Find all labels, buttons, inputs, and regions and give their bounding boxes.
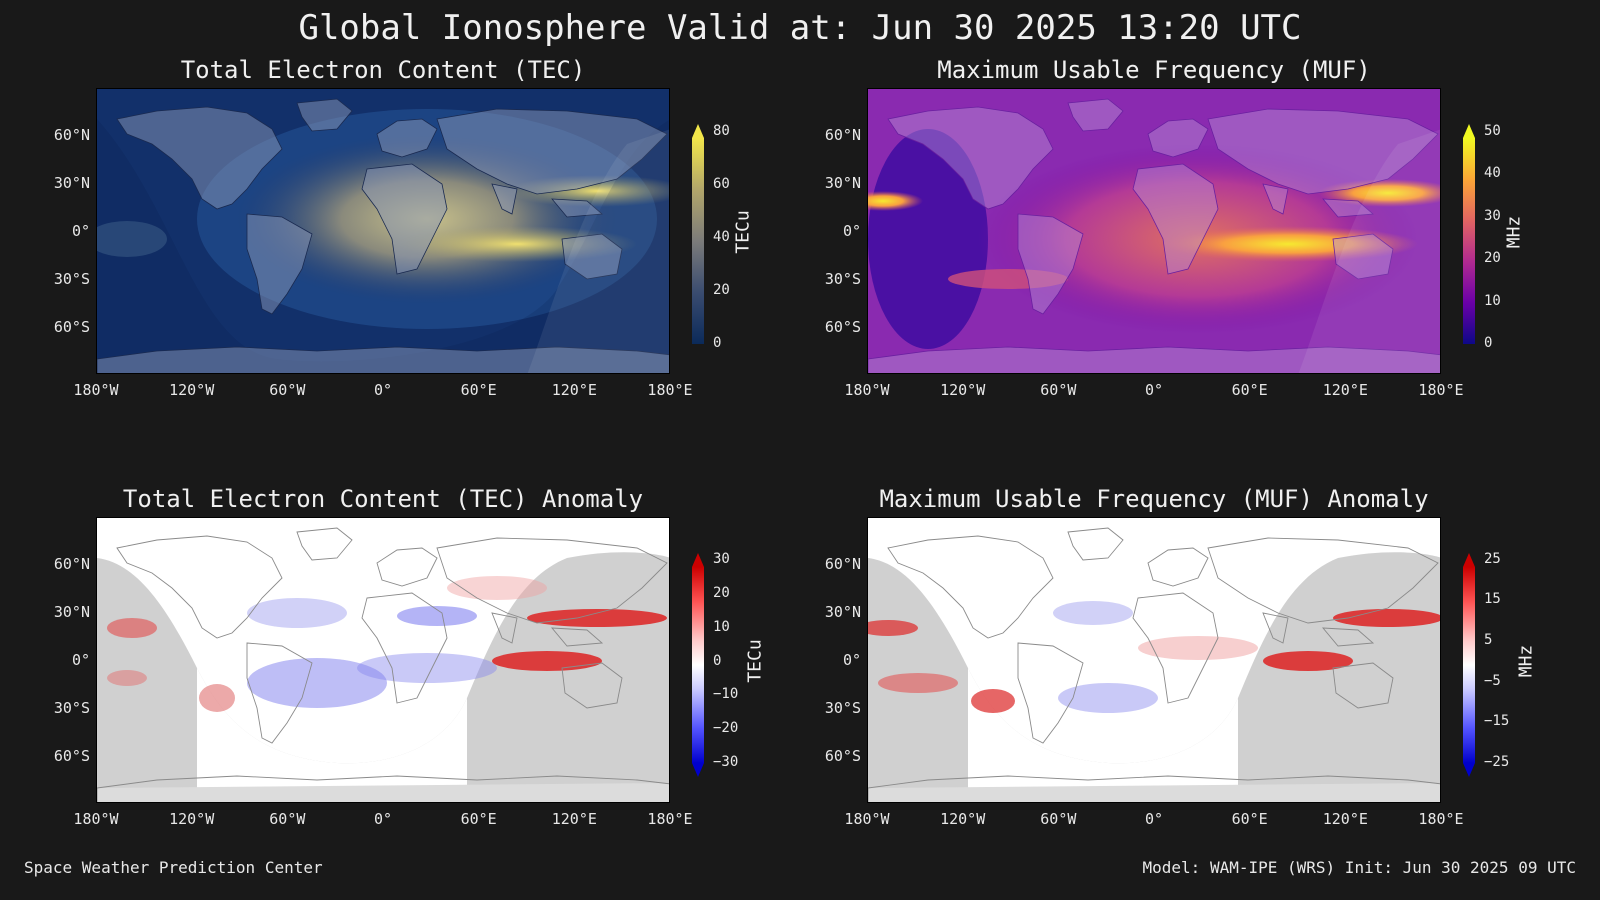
colorbar-tec-anomaly-label: TECu [744,639,766,683]
colorbar-tec [692,124,704,344]
colorbar-tec-tick: 20 [713,282,730,298]
x-tick-label: 0° [1144,381,1164,399]
colorbar-tec-tick: 40 [713,229,730,245]
x-tick-label: 0° [373,381,393,399]
y-tick-label: 30°N [53,603,90,621]
x-tick-label: 0° [1144,810,1164,828]
colorbar-muf-tick: 50 [1484,123,1501,139]
panel-title-tec-anomaly: Total Electron Content (TEC) Anomaly [122,485,644,513]
main-title: Global Ionosphere Valid at: Jun 30 2025 … [298,8,1302,48]
x-tick-label: 60°E [460,810,497,828]
x-tick-label: 120°E [551,381,597,399]
x-tick-label: 120°E [551,810,597,828]
colorbar-tec-tick: 60 [713,176,730,192]
x-tick-label: 120°W [169,810,215,828]
y-tick-label: 0° [842,222,861,240]
y-tick-label: 0° [842,651,861,669]
y-tick-label: 0° [71,222,90,240]
colorbar-muf-anomaly-label: MHz [1515,644,1537,678]
colorbar-muf-tick: 30 [1484,208,1501,224]
map-muf [867,88,1441,374]
x-tick-label: 180°W [844,810,890,828]
colorbar-muf-tick: 0 [1484,335,1493,351]
x-tick-label: 180°W [73,810,119,828]
colorbar-tec-anomaly-tick: 10 [713,619,730,635]
x-tick-label: 60°W [269,810,306,828]
y-tick-label: 60°S [824,318,861,336]
x-tick-label: 180°E [1418,381,1464,399]
x-tick-label: 120°W [169,381,215,399]
x-tick-label: 120°E [1322,810,1368,828]
x-tick-label: 120°W [940,810,986,828]
map-tec [96,88,670,374]
x-tick-label: 60°W [269,381,306,399]
y-tick-label: 60°N [824,555,861,573]
x-tick-label: 60°E [1231,810,1268,828]
x-tick-label: 60°E [460,381,497,399]
colorbar-muf-tick: 20 [1484,250,1501,266]
colorbar-tec-anomaly-tick: −10 [713,686,739,702]
footer-left: Space Weather Prediction Center [24,858,323,877]
x-tick-label: 0° [373,810,393,828]
x-tick-label: 180°E [647,810,693,828]
map-muf-anomaly [867,517,1441,803]
colorbar-tec-anomaly-tick: 0 [713,653,722,669]
panel-title-muf-anomaly: Maximum Usable Frequency (MUF) Anomaly [879,485,1429,513]
colorbar-tec-tick: 0 [713,335,722,351]
panel-title-muf: Maximum Usable Frequency (MUF) [937,56,1371,84]
colorbar-muf-label: MHz [1503,215,1525,249]
y-tick-label: 30°S [824,699,861,717]
y-tick-label: 30°S [824,270,861,288]
x-tick-label: 120°W [940,381,986,399]
panel-title-tec: Total Electron Content (TEC) [180,56,586,84]
colorbar-tec-anomaly [692,553,704,777]
x-tick-label: 60°W [1040,810,1077,828]
colorbar-muf-anomaly-tick: 15 [1484,591,1501,607]
y-tick-label: 60°S [824,747,861,765]
colorbar-tec-tick: 80 [713,123,730,139]
colorbar-muf-anomaly-tick: 25 [1484,551,1501,567]
y-tick-label: 0° [71,651,90,669]
x-tick-label: 180°W [844,381,890,399]
x-tick-label: 60°W [1040,381,1077,399]
y-tick-label: 60°S [53,747,90,765]
y-tick-label: 60°N [824,126,861,144]
y-tick-label: 30°S [53,270,90,288]
x-tick-label: 60°E [1231,381,1268,399]
footer-right: Model: WAM-IPE (WRS) Init: Jun 30 2025 0… [1142,858,1576,877]
y-tick-label: 30°N [824,174,861,192]
x-tick-label: 180°E [1418,810,1464,828]
x-tick-label: 120°E [1322,381,1368,399]
x-tick-label: 180°E [647,381,693,399]
colorbar-tec-anomaly-tick: −20 [713,720,739,736]
colorbar-muf-anomaly-tick: −15 [1484,713,1510,729]
y-tick-label: 60°S [53,318,90,336]
map-tec-anomaly [96,517,670,803]
y-tick-label: 60°N [53,555,90,573]
colorbar-muf-tick: 40 [1484,165,1501,181]
colorbar-muf-anomaly-tick: −25 [1484,754,1510,770]
colorbar-muf-anomaly [1463,553,1475,777]
colorbar-muf-anomaly-tick: −5 [1484,673,1501,689]
colorbar-tec-anomaly-tick: 20 [713,585,730,601]
colorbar-muf-tick: 10 [1484,293,1501,309]
x-tick-label: 180°W [73,381,119,399]
y-tick-label: 60°N [53,126,90,144]
y-tick-label: 30°N [53,174,90,192]
colorbar-tec-anomaly-tick: −30 [713,754,739,770]
colorbar-tec-anomaly-tick: 30 [713,551,730,567]
y-tick-label: 30°N [824,603,861,621]
y-tick-label: 30°S [53,699,90,717]
colorbar-muf-anomaly-tick: 5 [1484,632,1493,648]
colorbar-muf [1463,124,1475,344]
colorbar-tec-label: TECu [732,210,754,254]
